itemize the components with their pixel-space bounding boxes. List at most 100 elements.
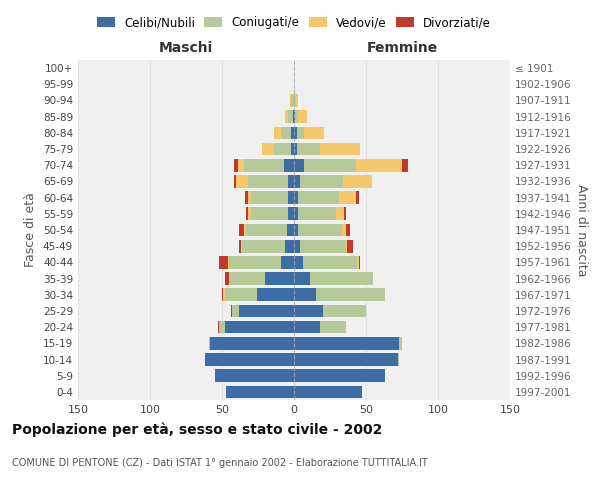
Bar [288, 192, 294, 204]
Bar [287, 224, 294, 236]
Bar [245, 192, 248, 204]
Bar [257, 288, 294, 301]
Bar [402, 159, 408, 172]
Bar [290, 94, 291, 107]
Bar [281, 256, 294, 268]
Bar [295, 94, 298, 107]
Bar [291, 142, 294, 156]
Bar [211, 337, 294, 349]
Bar [310, 272, 373, 285]
Bar [226, 386, 294, 398]
Bar [248, 208, 251, 220]
Bar [320, 142, 360, 156]
Bar [281, 126, 291, 139]
Bar [346, 240, 347, 252]
Bar [294, 321, 320, 334]
Bar [288, 175, 294, 188]
Bar [205, 353, 294, 366]
Bar [294, 192, 298, 204]
Bar [218, 321, 219, 334]
Bar [356, 159, 402, 172]
Bar [294, 288, 316, 301]
Y-axis label: Anni di nascita: Anni di nascita [575, 184, 588, 276]
Bar [398, 353, 399, 366]
Bar [320, 321, 346, 334]
Bar [300, 175, 343, 188]
Bar [225, 288, 257, 301]
Bar [233, 175, 236, 188]
Bar [291, 94, 294, 107]
Bar [359, 256, 360, 268]
Bar [358, 256, 359, 268]
Bar [265, 272, 294, 285]
Bar [239, 224, 244, 236]
Bar [294, 126, 297, 139]
Bar [302, 256, 358, 268]
Bar [247, 224, 287, 236]
Bar [219, 321, 225, 334]
Bar [241, 240, 242, 252]
Bar [262, 142, 274, 156]
Bar [294, 256, 302, 268]
Bar [294, 353, 398, 366]
Bar [341, 224, 346, 236]
Bar [274, 142, 291, 156]
Bar [223, 288, 225, 301]
Bar [251, 192, 288, 204]
Bar [230, 304, 232, 318]
Bar [215, 370, 294, 382]
Bar [294, 175, 300, 188]
Bar [298, 110, 307, 123]
Bar [233, 159, 238, 172]
Bar [225, 272, 229, 285]
Bar [294, 386, 362, 398]
Bar [284, 159, 294, 172]
Bar [239, 240, 241, 252]
Bar [294, 159, 304, 172]
Bar [304, 159, 356, 172]
Bar [294, 94, 295, 107]
Bar [294, 142, 297, 156]
Bar [294, 337, 399, 349]
Bar [304, 126, 324, 139]
Bar [293, 110, 294, 123]
Bar [347, 240, 353, 252]
Bar [346, 224, 350, 236]
Bar [294, 272, 310, 285]
Bar [251, 208, 288, 220]
Bar [323, 304, 366, 318]
Bar [338, 192, 356, 204]
Bar [294, 208, 298, 220]
Bar [248, 175, 288, 188]
Bar [209, 337, 211, 349]
Bar [288, 208, 294, 220]
Text: COMUNE DI PENTONE (CZ) - Dati ISTAT 1° gennaio 2002 - Elaborazione TUTTITALIA.IT: COMUNE DI PENTONE (CZ) - Dati ISTAT 1° g… [12, 458, 428, 468]
Bar [225, 321, 294, 334]
Bar [399, 337, 402, 349]
Bar [294, 304, 323, 318]
Bar [228, 256, 229, 268]
Bar [294, 370, 385, 382]
Bar [286, 240, 294, 252]
Bar [294, 224, 298, 236]
Bar [291, 126, 294, 139]
Bar [244, 159, 284, 172]
Bar [316, 288, 385, 301]
Bar [297, 126, 304, 139]
Bar [288, 110, 293, 123]
Bar [236, 175, 248, 188]
Bar [242, 240, 286, 252]
Bar [238, 159, 244, 172]
Bar [286, 110, 288, 123]
Bar [244, 224, 247, 236]
Bar [239, 304, 294, 318]
Y-axis label: Fasce di età: Fasce di età [25, 192, 37, 268]
Bar [294, 240, 300, 252]
Legend: Celibi/Nubili, Coniugati/e, Vedovi/e, Divorziati/e: Celibi/Nubili, Coniugati/e, Vedovi/e, Di… [92, 12, 496, 34]
Bar [222, 288, 223, 301]
Bar [298, 192, 338, 204]
Bar [298, 208, 336, 220]
Text: Maschi: Maschi [159, 41, 213, 55]
Bar [248, 192, 251, 204]
Bar [247, 208, 248, 220]
